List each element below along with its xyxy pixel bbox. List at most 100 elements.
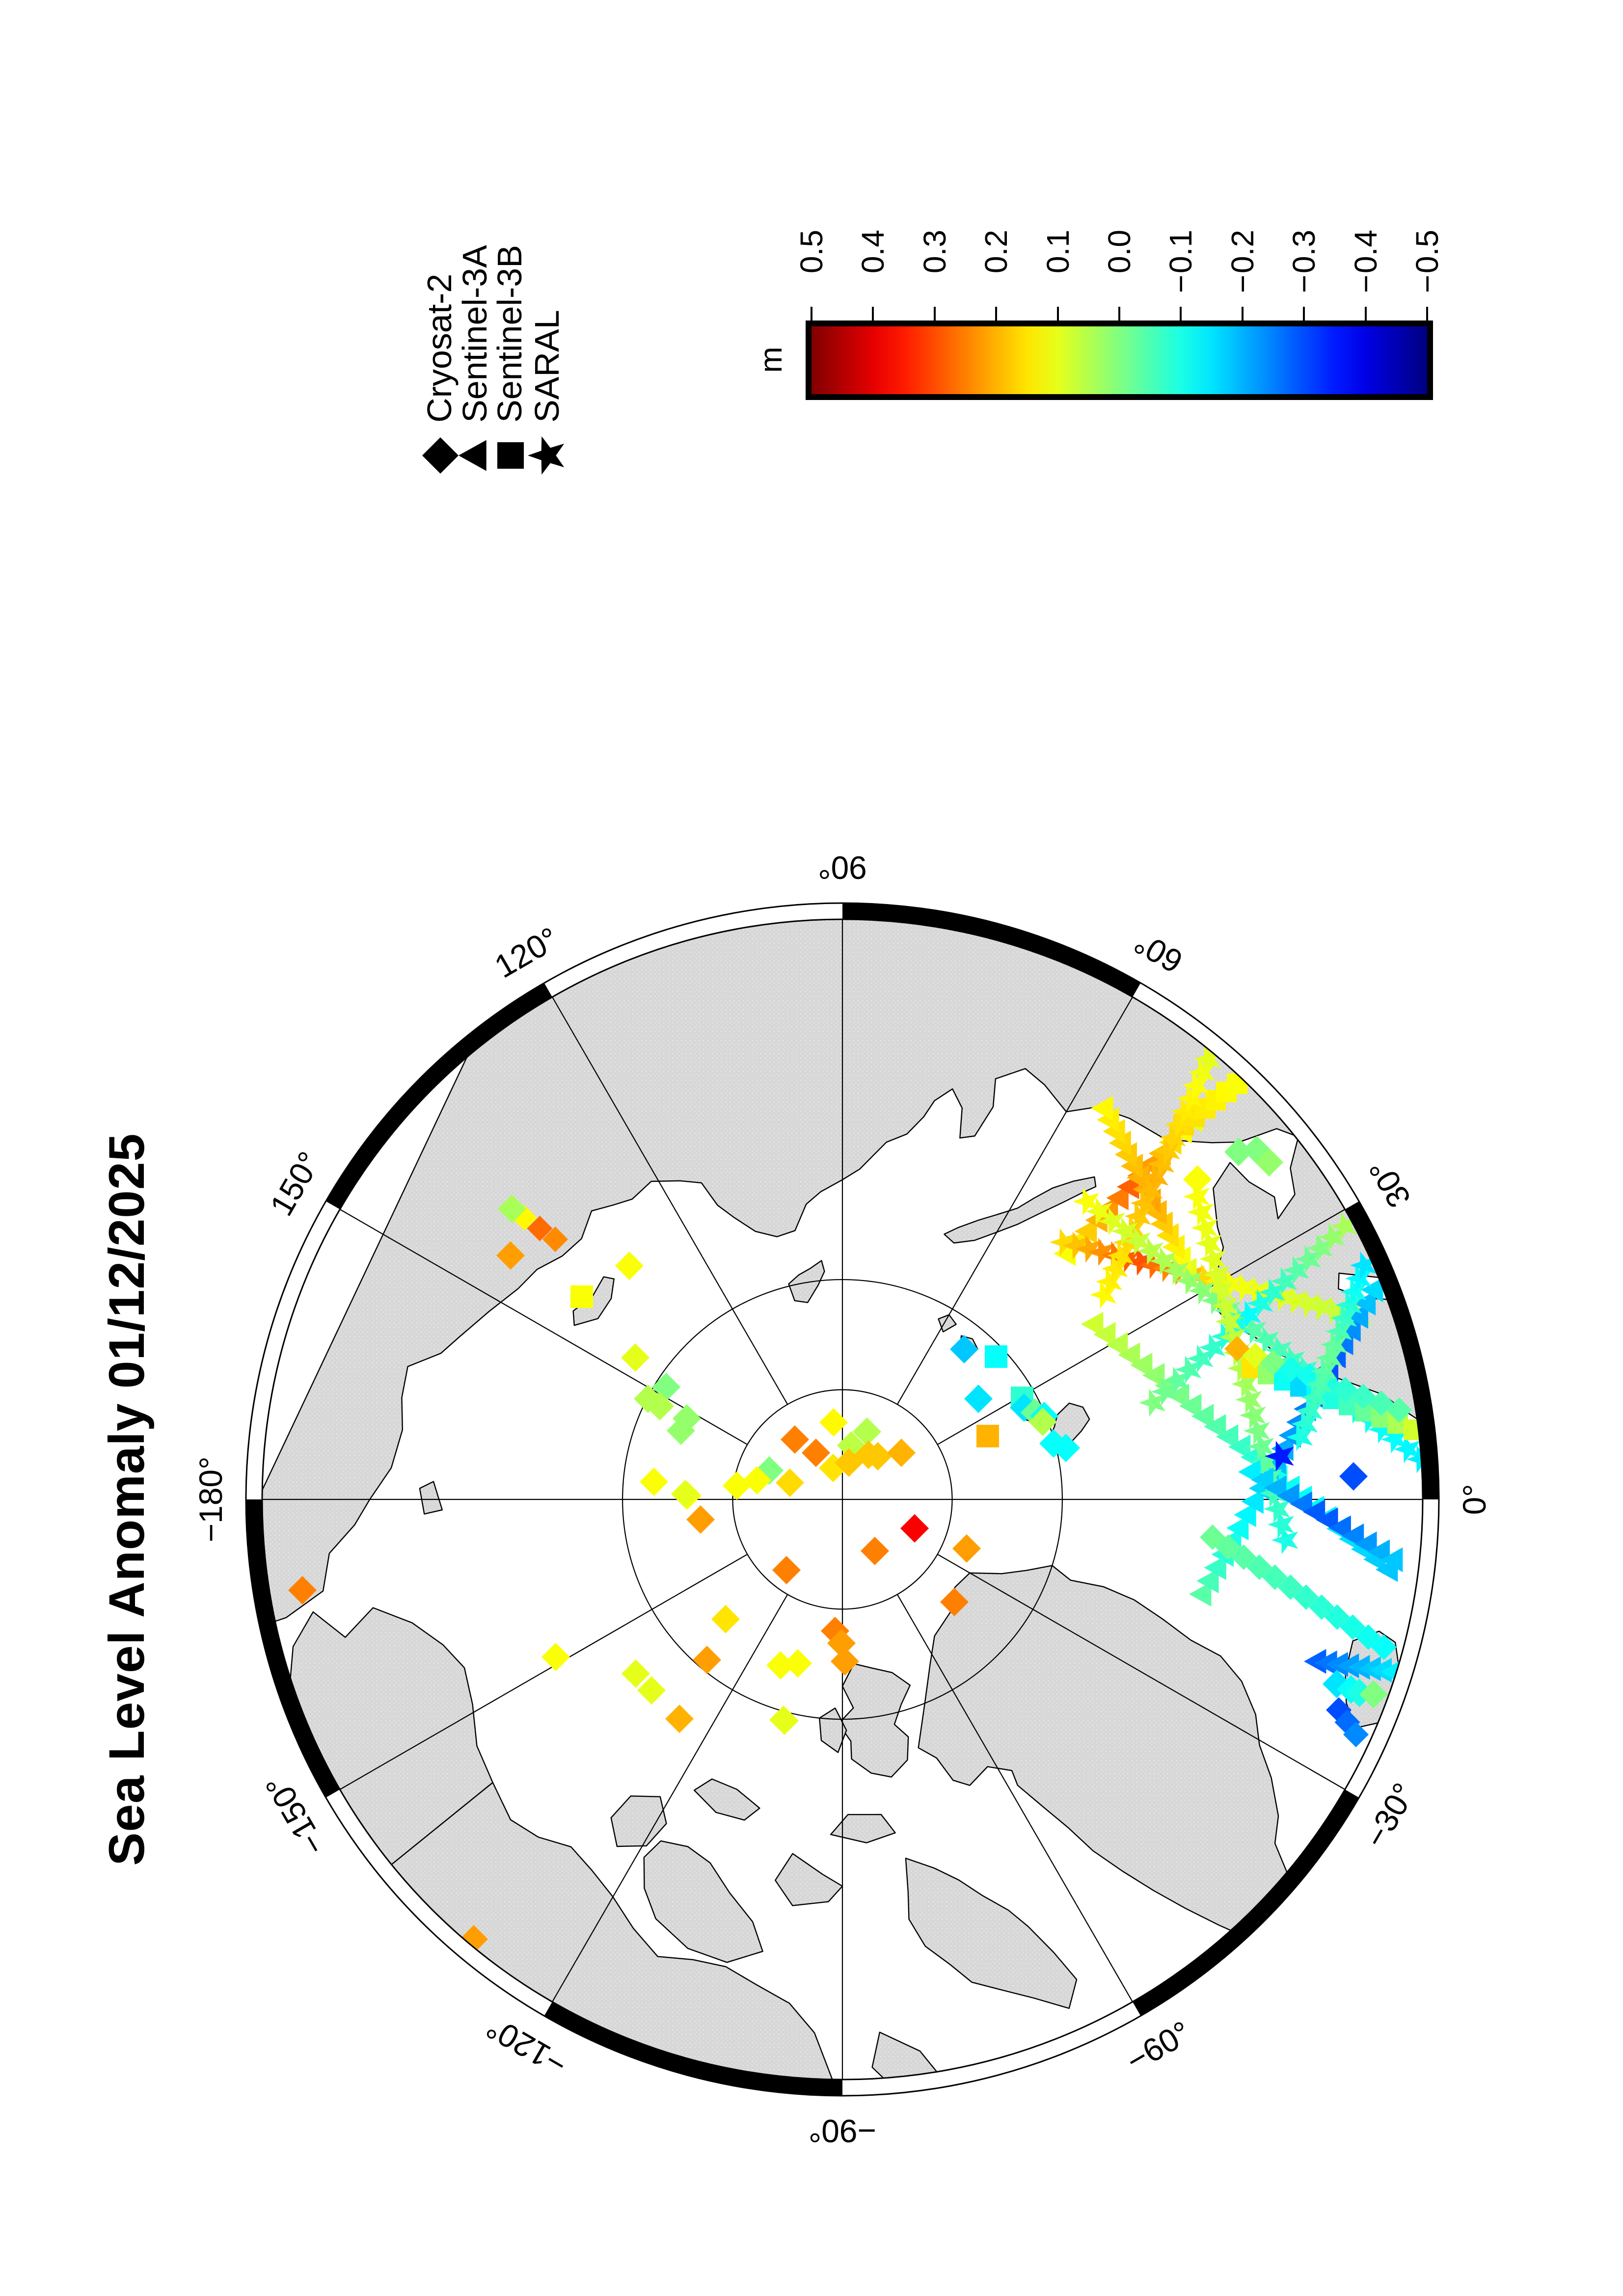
track-point — [1407, 1445, 1423, 1473]
track-point — [1189, 1581, 1212, 1607]
colorbar-tick — [1303, 307, 1305, 320]
track-point — [1142, 1163, 1169, 1191]
colorbar-tick — [995, 307, 998, 320]
data-point — [686, 1505, 715, 1534]
page-title: Sea Level Anomaly 01/12/2025 — [99, 1133, 155, 1866]
track-point — [1136, 1237, 1163, 1265]
star-glyph — [528, 436, 565, 475]
track-point — [1120, 1153, 1143, 1179]
data-point — [940, 1588, 969, 1616]
colorbar-tick — [1118, 307, 1120, 320]
track-point — [1088, 1238, 1115, 1266]
meridian-120 — [552, 996, 788, 1405]
track-point — [1075, 1219, 1097, 1244]
legend-item-saral: SARAL — [527, 310, 567, 478]
track-point — [1355, 1624, 1381, 1650]
lon-label-90: 90° — [818, 850, 867, 886]
track-point — [1219, 1323, 1246, 1351]
data-point — [693, 1646, 721, 1674]
track-point — [1073, 1187, 1100, 1216]
track-point — [1240, 1316, 1267, 1344]
land-novaya-zemlya — [944, 1176, 1097, 1244]
track-point — [1203, 1260, 1230, 1289]
frame-black-arc — [246, 1499, 340, 1798]
track-point — [1153, 1137, 1180, 1165]
track-point — [1361, 1277, 1383, 1303]
data-point — [570, 1285, 593, 1308]
track-point — [1215, 1534, 1241, 1560]
colorbar-tick-label: −0.5 — [1409, 230, 1445, 293]
data-point — [861, 1537, 889, 1565]
track-point — [1097, 1107, 1119, 1132]
track-point — [1085, 1197, 1112, 1226]
colorbar-tick — [933, 307, 936, 320]
track-point — [1393, 1435, 1421, 1464]
track-point — [1150, 1211, 1173, 1236]
track-point — [1091, 1095, 1113, 1121]
track-point — [1346, 1304, 1368, 1329]
track-point — [1281, 1286, 1308, 1315]
track-point — [1198, 1334, 1226, 1362]
colorbar-tick-label: 0.1 — [1040, 230, 1076, 273]
data-point — [665, 1705, 694, 1733]
data-point — [621, 1343, 649, 1372]
data-point — [831, 1647, 859, 1676]
track-point — [1286, 1423, 1313, 1451]
track-point — [1227, 1354, 1254, 1383]
track-point — [1271, 1267, 1298, 1295]
square-icon — [497, 442, 524, 469]
data-point — [1255, 1148, 1283, 1176]
colorbar — [806, 320, 1433, 400]
track-point — [1163, 1366, 1190, 1395]
data-point — [802, 1439, 830, 1467]
track-point — [1235, 1386, 1262, 1414]
track-point — [1188, 1277, 1215, 1305]
track-point — [1103, 1119, 1125, 1144]
track-point — [1278, 1356, 1304, 1382]
track-point — [1330, 1304, 1357, 1333]
meridian--150 — [339, 1553, 748, 1790]
track-point — [1293, 1584, 1319, 1610]
track-point — [1350, 1251, 1377, 1280]
lon-label-30: 30° — [1362, 1153, 1418, 1214]
colorbar-tick-label: 0.5 — [794, 230, 829, 273]
track-point — [1263, 1495, 1290, 1523]
data-point — [887, 1439, 916, 1467]
colorbar-tick-label: 0.2 — [978, 230, 1014, 273]
track-point — [1235, 1300, 1262, 1329]
frame-black-arc — [1133, 1789, 1359, 2016]
track-point — [1301, 1383, 1328, 1412]
track-point — [1242, 1277, 1269, 1305]
diamond-glyph — [422, 437, 459, 474]
legend-label: SARAL — [528, 310, 566, 423]
square-glyph — [497, 442, 524, 469]
land-melville-island — [693, 1778, 760, 1821]
track-point — [1126, 1165, 1149, 1190]
track-point — [1170, 1097, 1198, 1126]
diamond-icon — [422, 437, 459, 474]
track-point — [1101, 1255, 1128, 1283]
colorbar-tick — [872, 307, 874, 320]
track-point — [1336, 1653, 1359, 1679]
track-point — [1271, 1526, 1298, 1554]
colorbar-tick — [1180, 307, 1182, 320]
track-point — [1243, 1416, 1270, 1445]
track-point — [1315, 1650, 1337, 1676]
legend-label: Sentinel-3B — [490, 245, 529, 423]
data-point — [646, 1392, 674, 1420]
track-point — [1130, 1353, 1153, 1378]
track-point — [1179, 1393, 1202, 1418]
data-point — [985, 1345, 1007, 1368]
track-point — [1162, 1234, 1185, 1260]
track-point — [1201, 1286, 1228, 1315]
track-point — [542, 1227, 568, 1252]
data-point — [781, 1425, 809, 1454]
track-point — [1311, 1357, 1338, 1385]
track-point — [1195, 1229, 1222, 1257]
track-point — [1335, 1291, 1362, 1319]
data-point — [819, 1408, 848, 1437]
track-point — [1106, 1185, 1129, 1210]
track-point — [1291, 1410, 1318, 1438]
data-point — [541, 1643, 570, 1671]
